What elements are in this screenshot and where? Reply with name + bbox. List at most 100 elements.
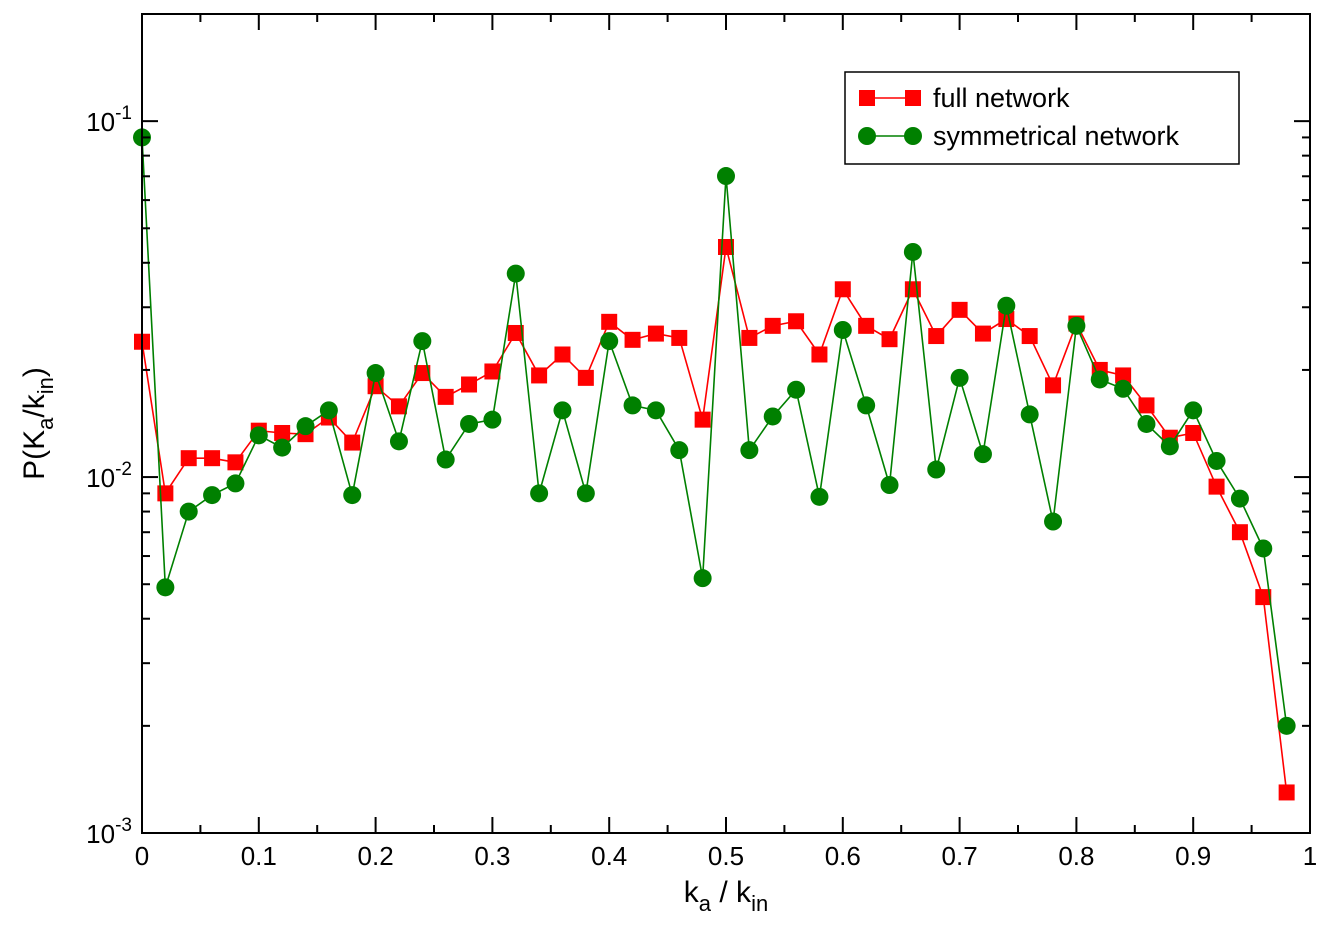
circle-point (296, 417, 315, 436)
x-tick-label: 0.4 (591, 841, 627, 871)
circle-point (903, 242, 922, 261)
square-point (834, 281, 851, 298)
circle-point (740, 441, 759, 460)
square-point (788, 313, 805, 330)
legend-label: symmetrical network (933, 121, 1180, 151)
square-point (974, 325, 991, 342)
square-point (507, 324, 524, 341)
square-point (577, 369, 594, 386)
circle-point (249, 426, 268, 445)
square-point (461, 376, 478, 393)
circle-point (763, 407, 782, 426)
legend-marker (905, 90, 921, 106)
circle-point (670, 441, 689, 460)
square-point (624, 331, 641, 348)
circle-point (273, 438, 292, 457)
legend-label: full network (933, 83, 1070, 113)
x-tick-label: 0.9 (1175, 841, 1211, 871)
legend-item: symmetrical network (858, 121, 1180, 151)
circle-point (1254, 539, 1273, 558)
square-point (1138, 397, 1155, 414)
circle-point (1137, 414, 1156, 433)
circle-point (973, 445, 992, 464)
circle-point (1160, 437, 1179, 456)
circle-point (389, 432, 408, 451)
circle-point (646, 401, 665, 420)
circle-point (787, 380, 806, 399)
legend-item: full network (859, 83, 1070, 113)
x-tick-label: 0.7 (942, 841, 978, 871)
legend-marker (859, 90, 875, 106)
square-point (274, 424, 291, 441)
y-axis-title-post: ) (18, 367, 51, 377)
square-point (811, 346, 828, 363)
y-axis-title: P(Ka/kin) (18, 367, 58, 480)
square-point (1045, 377, 1062, 394)
square-point (647, 325, 664, 342)
square-point (531, 367, 548, 384)
y-axis-title-pre: P(K (18, 430, 51, 480)
circle-point (319, 401, 338, 420)
x-axis-title-main: k (684, 876, 700, 909)
square-point (1115, 367, 1132, 384)
square-point (928, 328, 945, 345)
circle-point (927, 460, 946, 479)
y-axis-title-sub1: a (33, 417, 58, 430)
x-tick-label: 1 (1303, 841, 1317, 871)
x-axis-title-sub1: a (699, 891, 712, 916)
circle-point (460, 414, 479, 433)
square-point (694, 411, 711, 428)
square-point (414, 365, 431, 382)
axis-ticks: 0 0.1 0.2 0.3 0.4 0.5 0.6 0.7 0.8 0.9 1 10-3 10-2 10-… (86, 14, 1317, 871)
square-point (344, 434, 361, 451)
circle-point (857, 396, 876, 415)
square-point (601, 313, 618, 330)
circle-point (833, 320, 852, 339)
square-point (741, 329, 758, 346)
x-axis-title-sep: / k (711, 876, 752, 909)
square-point (227, 454, 244, 471)
series-full-network (134, 238, 1295, 801)
square-point (1231, 524, 1248, 541)
circle-point (436, 450, 455, 469)
circle-point (1044, 512, 1063, 531)
x-tick-label: 0.8 (1058, 841, 1094, 871)
x-tick-label: 0.6 (825, 841, 861, 871)
circle-point (530, 484, 549, 503)
square-point (390, 398, 407, 415)
square-point (1208, 478, 1225, 495)
x-tick-label: 0.2 (358, 841, 394, 871)
circle-point (810, 487, 829, 506)
circle-point (1090, 370, 1109, 389)
square-point (484, 363, 501, 380)
circle-point (1067, 316, 1086, 335)
circle-point (600, 332, 619, 351)
y-tick-label: 10-3 (86, 815, 132, 849)
x-tick-label: 0 (135, 841, 149, 871)
circle-point (506, 264, 525, 283)
x-tick-label: 0.3 (474, 841, 510, 871)
y-axis-title-sub2: in (33, 377, 58, 394)
plot-marks (133, 128, 1296, 801)
circle-point (623, 396, 642, 415)
square-point (1278, 784, 1295, 801)
circle-point (553, 401, 572, 420)
square-point (1255, 589, 1272, 606)
circle-point (179, 502, 198, 521)
circle-point (1277, 716, 1296, 735)
circle-point (366, 364, 385, 383)
x-tick-label: 0.1 (241, 841, 277, 871)
series-line-full-network (141, 246, 1288, 793)
circle-point (1184, 401, 1203, 420)
circle-point (693, 569, 712, 588)
square-point (904, 281, 921, 298)
circle-point (1020, 405, 1039, 424)
circle-point (950, 368, 969, 387)
square-point (554, 346, 571, 363)
circle-point (1230, 489, 1249, 508)
y-axis-title-mid: /k (18, 393, 51, 417)
circle-point (1114, 379, 1133, 398)
circle-point (343, 486, 362, 505)
circle-point (413, 332, 432, 351)
